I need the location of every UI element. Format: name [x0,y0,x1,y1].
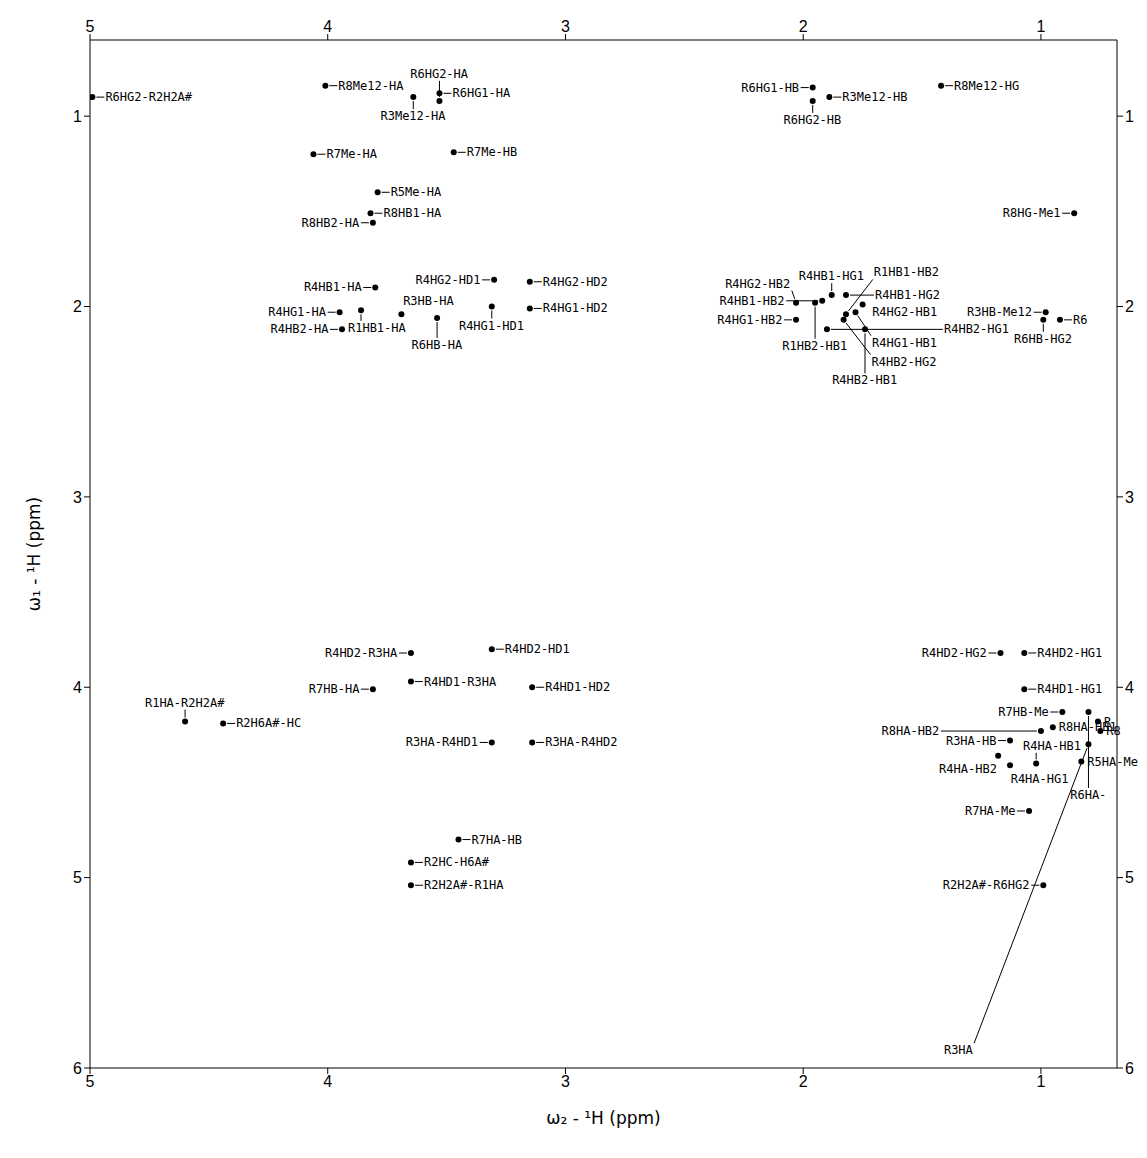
svg-text:ω₂ - ¹H (ppm): ω₂ - ¹H (ppm) [546,1108,660,1128]
svg-text:R7Me-HA: R7Me-HA [326,147,377,161]
svg-text:3: 3 [73,489,82,506]
svg-text:1: 1 [1036,1073,1045,1090]
svg-text:R8HB2-HA: R8HB2-HA [302,216,361,230]
svg-text:R4HG2-HB2: R4HG2-HB2 [725,277,790,291]
svg-text:R7HB-HA: R7HB-HA [309,682,360,696]
svg-text:R8Me12-HG: R8Me12-HG [954,79,1019,93]
svg-text:R3HA-R4HD2: R3HA-R4HD2 [545,735,617,749]
svg-text:R6HG1-HA: R6HG1-HA [452,86,511,100]
svg-text:R8HA-HB2: R8HA-HB2 [882,724,940,738]
svg-text:R4HA-HG1: R4HA-HG1 [1011,772,1069,786]
svg-text:R3Me12-HA: R3Me12-HA [380,109,446,123]
svg-text:R6HA-: R6HA- [1070,788,1106,802]
svg-text:6: 6 [73,1060,82,1077]
svg-text:1: 1 [73,108,82,125]
svg-text:R6HB-HA: R6HB-HA [412,338,463,352]
svg-text:R4HD2-R3HA: R4HD2-R3HA [325,646,398,660]
svg-text:R8HB1-HA: R8HB1-HA [384,206,443,220]
svg-text:R4HG1-HB2: R4HG1-HB2 [717,313,782,327]
svg-text:R7HA-HB: R7HA-HB [471,833,522,847]
svg-text:3: 3 [561,1073,570,1090]
svg-text:R4HB2-HB1: R4HB2-HB1 [832,373,897,387]
svg-text:2: 2 [799,1073,808,1090]
svg-text:2: 2 [73,298,82,315]
svg-text:R4HB2-HA: R4HB2-HA [271,322,330,336]
svg-text:4: 4 [73,679,82,696]
svg-text:R1HB2-HB1: R1HB2-HB1 [782,339,847,353]
svg-text:4: 4 [323,1073,332,1090]
svg-text:R6HG2-R2H2A#: R6HG2-R2H2A# [105,90,192,104]
svg-text:R4HB1-HG2: R4HB1-HG2 [875,288,940,302]
svg-text:R7HB-Me: R7HB-Me [998,705,1049,719]
svg-text:ω₁ - ¹H (ppm): ω₁ - ¹H (ppm) [24,497,44,611]
svg-text:R4HB2-HG2: R4HB2-HG2 [871,355,936,369]
svg-text:R1HB1-HA: R1HB1-HA [348,321,407,335]
svg-text:R2H2A#-R1HA: R2H2A#-R1HA [424,878,504,892]
svg-text:5: 5 [73,869,82,886]
svg-text:R3HA-HB: R3HA-HB [946,734,997,748]
svg-text:6: 6 [1125,1060,1134,1077]
svg-text:2: 2 [1125,298,1134,315]
svg-text:R4HG2-HB1: R4HG2-HB1 [872,305,937,319]
svg-text:5: 5 [86,1073,95,1090]
svg-text:R4HD2-HD1: R4HD2-HD1 [505,642,570,656]
svg-text:R4HD1-R3HA: R4HD1-R3HA [424,675,497,689]
svg-text:R4HD1-HG1: R4HD1-HG1 [1037,682,1102,696]
svg-text:R3HA: R3HA [944,1043,974,1057]
svg-text:2: 2 [799,18,808,35]
svg-text:4: 4 [1125,679,1134,696]
svg-text:R3Me12-HB: R3Me12-HB [842,90,907,104]
svg-text:R4HD2-HG1: R4HD2-HG1 [1037,646,1102,660]
svg-text:R4HG1-HB1: R4HG1-HB1 [872,336,937,350]
svg-text:R3HA-R4HD1: R3HA-R4HD1 [406,735,478,749]
svg-text:R4HG2-HD2: R4HG2-HD2 [543,275,608,289]
svg-text:R6: R6 [1073,313,1087,327]
svg-text:R1HB1-HB2: R1HB1-HB2 [874,265,939,279]
svg-text:R6HG2-HB: R6HG2-HB [784,113,842,127]
svg-text:R5HA-Me: R5HA-Me [1087,755,1138,769]
svg-text:R4HD1-HD2: R4HD1-HD2 [545,680,610,694]
svg-text:3: 3 [561,18,570,35]
svg-text:R3HB-Me12: R3HB-Me12 [967,305,1032,319]
svg-text:1: 1 [1125,108,1134,125]
svg-text:R4HG2-HD1: R4HG2-HD1 [415,273,480,287]
svg-text:R7HA-Me: R7HA-Me [965,804,1016,818]
svg-text:R3HB-HA: R3HB-HA [403,294,454,308]
svg-text:5: 5 [1125,869,1134,886]
svg-text:R2H2A#-R6HG2: R2H2A#-R6HG2 [943,878,1030,892]
svg-text:R2H6A#-HC: R2H6A#-HC [236,716,301,730]
svg-text:R: R [1104,715,1112,729]
svg-text:1: 1 [1036,18,1045,35]
svg-text:R8HA-HB1: R8HA-HB1 [1059,720,1117,734]
svg-text:R6HB-HG2: R6HB-HG2 [1014,332,1072,346]
svg-text:R6HG2-HA: R6HG2-HA [410,67,469,81]
svg-text:R7Me-HB: R7Me-HB [467,145,518,159]
svg-text:R4HB1-HA: R4HB1-HA [304,280,363,294]
svg-text:4: 4 [323,18,332,35]
svg-text:R8Me12-HA: R8Me12-HA [338,79,404,93]
svg-text:R4HB1-HB2: R4HB1-HB2 [720,294,785,308]
svg-text:R4HA-HB1: R4HA-HB1 [1023,739,1081,753]
svg-text:R4HB1-HG1: R4HB1-HG1 [799,269,864,283]
svg-text:R4HG1-HD1: R4HG1-HD1 [459,319,524,333]
svg-text:3: 3 [1125,489,1134,506]
svg-text:R5Me-HA: R5Me-HA [391,185,442,199]
svg-text:5: 5 [86,18,95,35]
svg-text:R4HD2-HG2: R4HD2-HG2 [922,646,987,660]
svg-text:R1HA-R2H2A#: R1HA-R2H2A# [145,696,225,710]
svg-text:R8: R8 [1106,724,1120,738]
svg-text:R4HG1-HA: R4HG1-HA [268,305,327,319]
svg-text:R8HG-Me1: R8HG-Me1 [1003,206,1061,220]
svg-text:R4HA-HB2: R4HA-HB2 [939,762,997,776]
svg-text:R4HB2-HG1: R4HB2-HG1 [944,322,1009,336]
svg-text:R2HC-H6A#: R2HC-H6A# [424,855,490,869]
svg-text:R6HG1-HB: R6HG1-HB [741,81,799,95]
svg-text:R4HG1-HD2: R4HG1-HD2 [543,301,608,315]
